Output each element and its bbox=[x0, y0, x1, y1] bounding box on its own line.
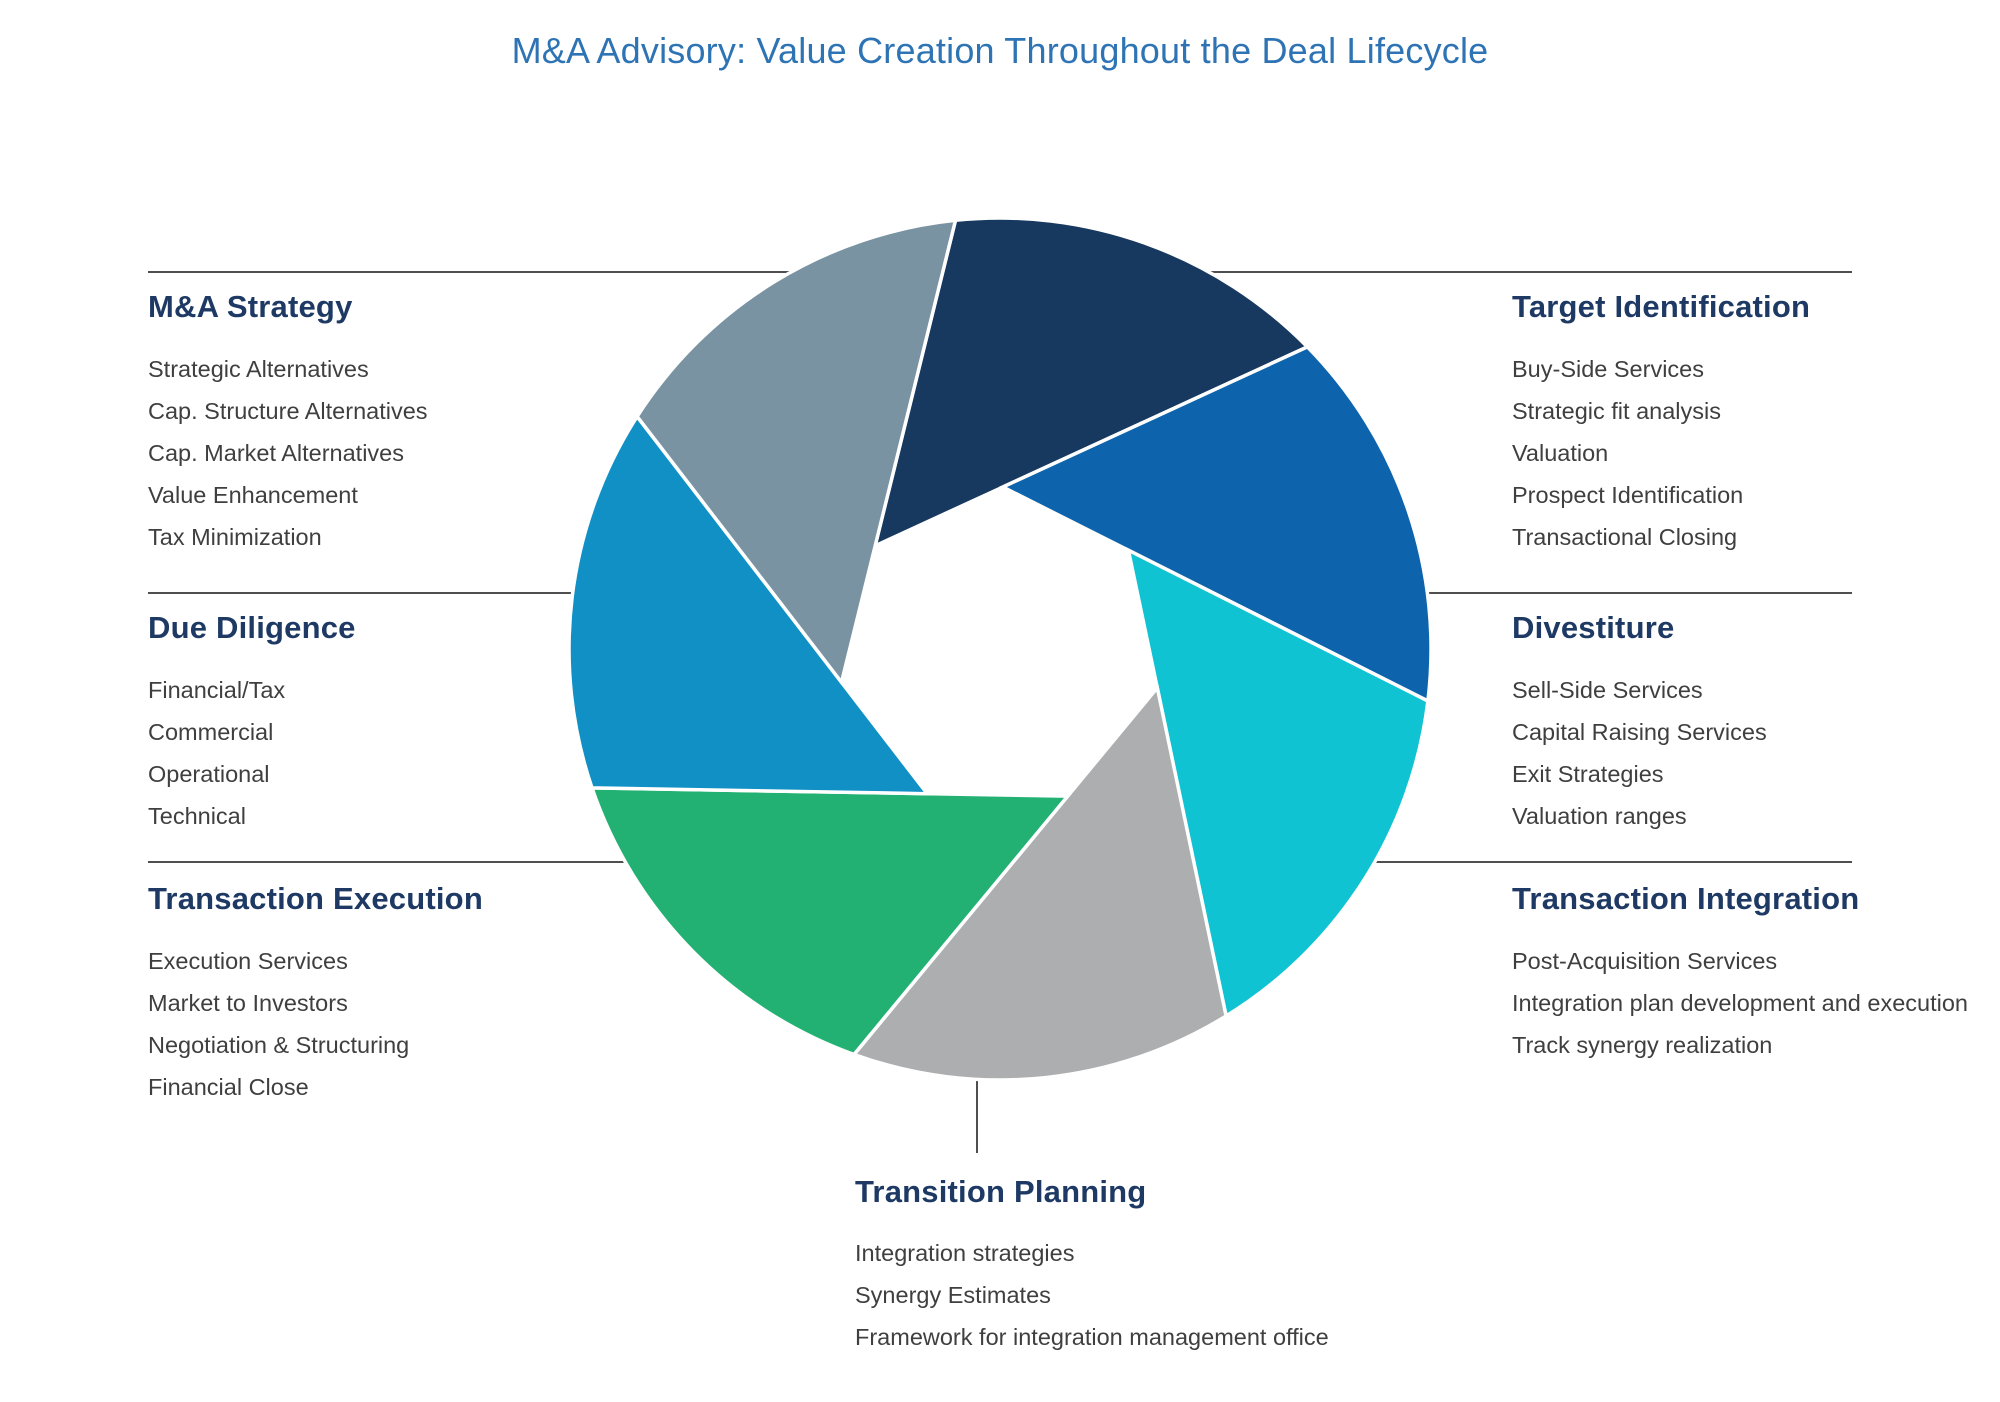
section-heading: Transition Planning bbox=[855, 1174, 1147, 1209]
section-heading: Transaction Integration bbox=[1512, 881, 1860, 916]
section-due-diligence: Due Diligence Financial/Tax Commercial O… bbox=[148, 610, 618, 837]
section-transition-planning: Transition Planning Integration strategi… bbox=[855, 1174, 1375, 1358]
connector-line-target-identification bbox=[1207, 271, 1852, 273]
section-item: Operational bbox=[148, 761, 270, 787]
section-item: Framework for integration management off… bbox=[855, 1324, 1329, 1350]
section-item: Market to Investors bbox=[148, 990, 348, 1016]
section-heading: Transaction Execution bbox=[148, 881, 483, 916]
section-item: Technical bbox=[148, 803, 246, 829]
section-heading: Divestiture bbox=[1512, 610, 1675, 645]
blade-top-left-slate bbox=[634, 218, 958, 687]
section-item: Strategic Alternatives bbox=[148, 356, 369, 382]
section-ma-strategy: M&A Strategy Strategic Alternatives Cap.… bbox=[148, 289, 618, 558]
connector-line-transaction-execution bbox=[148, 861, 629, 863]
section-item: Strategic fit analysis bbox=[1512, 398, 1721, 424]
connector-line-transaction-integration bbox=[1371, 861, 1852, 863]
section-item: Post-Acquisition Services bbox=[1512, 948, 1778, 974]
section-item: Commercial bbox=[148, 719, 274, 745]
section-item: Tax Minimization bbox=[148, 524, 322, 550]
connector-line-divestiture bbox=[1425, 592, 1852, 594]
page-title: M&A Advisory: Value Creation Throughout … bbox=[511, 30, 1489, 71]
connector-line-transition-planning bbox=[976, 1077, 978, 1153]
section-item: Transactional Closing bbox=[1512, 524, 1738, 550]
section-target-identification: Target Identification Buy-Side Services … bbox=[1512, 289, 1982, 558]
blade-bottom-left-green bbox=[589, 786, 1072, 1057]
section-item: Integration strategies bbox=[855, 1240, 1075, 1266]
section-item: Prospect Identification bbox=[1512, 482, 1744, 508]
connector-line-ma-strategy bbox=[148, 271, 793, 273]
connector-line-due-diligence bbox=[148, 592, 575, 594]
section-heading: Due Diligence bbox=[148, 610, 356, 645]
section-item: Financial/Tax bbox=[148, 677, 286, 703]
section-item: Capital Raising Services bbox=[1512, 719, 1767, 745]
blade-left-blue bbox=[567, 413, 931, 796]
blade-top-right-blue bbox=[998, 344, 1433, 704]
section-item: Negotiation & Structuring bbox=[148, 1032, 410, 1058]
section-transaction-integration: Transaction Integration Post-Acquisition… bbox=[1512, 881, 2000, 1066]
section-item: Cap. Structure Alternatives bbox=[148, 398, 428, 424]
section-item: Exit Strategies bbox=[1512, 761, 1664, 787]
section-item: Valuation bbox=[1512, 440, 1609, 466]
section-item: Execution Services bbox=[148, 948, 348, 974]
section-transaction-execution: Transaction Execution Execution Services… bbox=[148, 881, 618, 1108]
section-item: Financial Close bbox=[148, 1074, 309, 1100]
section-item: Valuation ranges bbox=[1512, 803, 1687, 829]
section-item: Integration plan development and executi… bbox=[1512, 990, 1968, 1016]
section-divestiture: Divestiture Sell-Side Services Capital R… bbox=[1512, 610, 1982, 837]
section-item: Cap. Market Alternatives bbox=[148, 440, 404, 466]
section-item: Buy-Side Services bbox=[1512, 356, 1704, 382]
blade-top-navy bbox=[872, 216, 1311, 549]
section-heading: Target Identification bbox=[1512, 289, 1811, 324]
section-item: Sell-Side Services bbox=[1512, 677, 1703, 703]
section-heading: M&A Strategy bbox=[148, 289, 353, 324]
blade-bottom-gray bbox=[851, 683, 1229, 1082]
section-item: Value Enhancement bbox=[148, 482, 358, 508]
section-item: Synergy Estimates bbox=[855, 1282, 1051, 1308]
section-item: Track synergy realization bbox=[1512, 1032, 1773, 1058]
